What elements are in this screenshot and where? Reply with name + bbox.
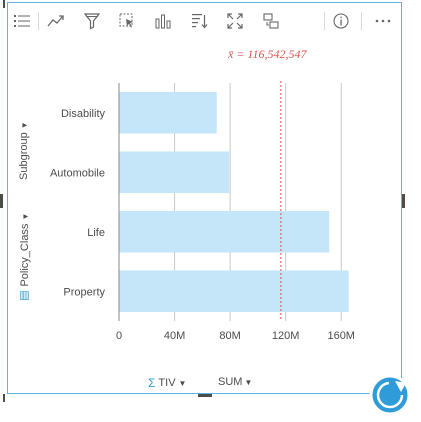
share-arrow-icon [369,374,411,416]
selection-icon [119,13,133,28]
chevron-down-icon: ▼ [244,377,253,387]
x-tick-label: 0 [116,330,122,342]
category-label: Property [63,286,105,298]
y-axis-field-dropdown[interactable]: ▥ Policy_Class ▼ [18,212,31,302]
legend-list-icon [14,15,30,27]
selection-button[interactable] [116,10,138,32]
y-axis-title-area: Subgroup ▼ ▥ Policy_Class ▼ [12,110,36,310]
chevron-down-icon: ▼ [21,212,30,221]
resize-handle-left[interactable] [0,194,3,208]
category-label: Life [87,227,105,239]
flip-card-icon [263,13,279,29]
chart-type-icon [47,15,64,27]
visualization-type-icon [155,14,171,29]
more-options-button[interactable] [372,10,394,32]
bar[interactable] [119,151,230,194]
chevron-down-icon: ▼ [178,378,187,388]
toolbar-divider [361,12,362,30]
x-tick-label: 160M [327,330,355,342]
bar-chart-icon: ▥ [19,289,30,302]
maximize-button[interactable] [224,10,246,32]
category-label: Automobile [50,167,105,179]
toolbar-divider [324,12,325,30]
x-tick-label: 80M [219,330,240,342]
x-tick-label: 120M [272,330,300,342]
resize-handle-bottom-left[interactable] [3,394,5,402]
x-axis-footer: Σ TIV ▼ SUM ▼ [8,376,401,396]
more-icon [375,19,391,23]
x-axis-field-dropdown[interactable]: Σ TIV ▼ [148,376,186,390]
sort-icon [192,14,208,29]
category-label: Disability [61,108,106,120]
info-icon [333,13,349,29]
y-axis-subgroup-dropdown[interactable]: Subgroup ▼ [18,121,30,180]
legend-list-button[interactable] [11,10,33,32]
chart-card: x̄ = 116,542,547 0 40M 80M 120M 160M Disabili… [7,2,402,394]
card-toolbar [8,3,401,37]
mean-value-label: x̄ = 116,542,547 [228,47,307,61]
maximize-icon [227,13,243,29]
filter-button[interactable] [81,10,103,32]
y-axis-field-label: Policy_Class [19,223,31,287]
toolbar-divider [38,12,39,30]
resize-handle-bottom[interactable] [198,394,212,397]
chevron-down-icon: ▼ [20,121,29,130]
filter-icon [83,13,101,30]
sum-icon: Σ [148,376,156,390]
resize-handle-right[interactable] [402,194,405,208]
info-button[interactable] [330,10,352,32]
aggregation-label: SUM [218,376,243,388]
visualization-type-button[interactable] [152,10,174,32]
sort-button[interactable] [188,10,210,32]
bar[interactable] [119,91,217,134]
aggregation-dropdown[interactable]: SUM ▼ [218,376,252,388]
chart-type-button[interactable] [45,10,67,32]
bar[interactable] [119,270,349,313]
x-axis-field-label: TIV [158,377,176,389]
bar[interactable] [119,210,330,253]
x-tick-label: 40M [164,330,185,342]
flip-card-button[interactable] [260,10,282,32]
resize-handle-top-left[interactable] [3,0,5,8]
subgroup-label: Subgroup [18,132,30,180]
bar-chart: 0 40M 80M 120M 160M Disability Automobile Life P… [50,81,355,342]
flip-card-fab[interactable] [368,373,412,417]
